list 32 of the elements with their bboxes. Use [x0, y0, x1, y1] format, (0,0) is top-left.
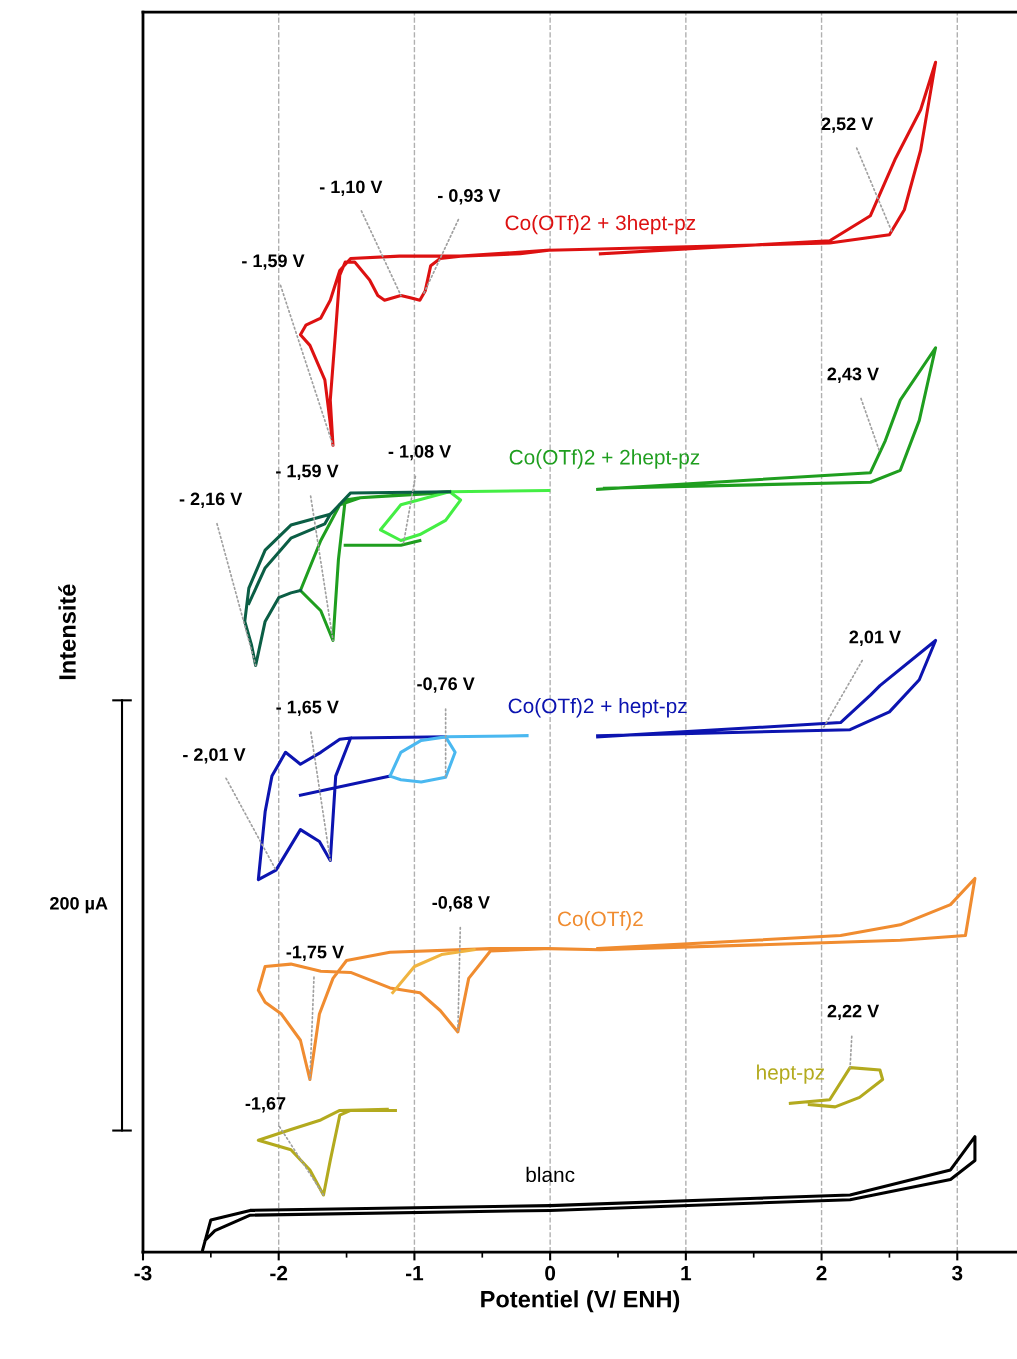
annotation: -0,76 V — [417, 677, 475, 693]
x-tick-label: -3 — [134, 1265, 152, 1281]
annotation: - 1,10 V — [319, 180, 383, 196]
series-label: Co(OTf)2 + 2hept-pz — [509, 449, 700, 469]
annotation: 2,52 V — [821, 117, 874, 133]
annotation: -1,67 — [245, 1097, 286, 1113]
annotation: -1,75 V — [286, 945, 344, 961]
x-tick-label: 1 — [681, 1266, 692, 1281]
annotation: 2,22 V — [827, 1004, 880, 1021]
annotation: - 1,59 V — [276, 464, 339, 480]
x-tick-label: -2 — [270, 1265, 288, 1281]
annotation: - 1,59 V — [242, 254, 305, 270]
series-label: hept-pz — [757, 1064, 825, 1084]
text: 200 µA — [50, 896, 108, 914]
x-axis-title: Potentiel (V/ ENH) — [481, 1290, 680, 1313]
x-tick-label: 3 — [951, 1265, 963, 1281]
x-tick-label: 0 — [545, 1265, 556, 1281]
annotation: 2,01 V — [849, 630, 901, 646]
x-tick-label: -1 — [405, 1266, 424, 1281]
annotation: - 2,01 V — [183, 748, 246, 764]
annotation: 2,43 V — [827, 367, 879, 383]
series-label: Co(OTf)2 + 3hept-pz — [505, 214, 696, 235]
annotation: - 1,65 V — [276, 700, 339, 717]
series-label: blanc — [526, 1166, 575, 1183]
annotation: - 0,93 V — [438, 189, 501, 205]
y-axis-title: Intensité — [58, 584, 76, 680]
x-tick-label: 2 — [816, 1265, 827, 1281]
annotation: -0,68 V — [432, 895, 490, 912]
series-label: Co(OTf)2 — [558, 910, 643, 931]
annotation: - 2,16 V — [179, 492, 243, 508]
series-label: Co(OTf)2 + hept-pz — [508, 697, 687, 718]
annotation: - 1,08 V — [388, 444, 452, 461]
